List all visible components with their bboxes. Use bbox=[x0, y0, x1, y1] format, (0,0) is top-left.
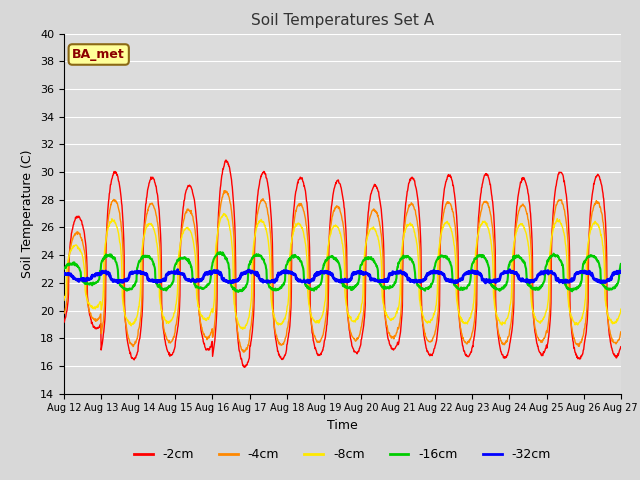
Legend: -2cm, -4cm, -8cm, -16cm, -32cm: -2cm, -4cm, -8cm, -16cm, -32cm bbox=[129, 443, 556, 466]
Y-axis label: Soil Temperature (C): Soil Temperature (C) bbox=[22, 149, 35, 278]
X-axis label: Time: Time bbox=[327, 419, 358, 432]
Title: Soil Temperatures Set A: Soil Temperatures Set A bbox=[251, 13, 434, 28]
Text: BA_met: BA_met bbox=[72, 48, 125, 61]
